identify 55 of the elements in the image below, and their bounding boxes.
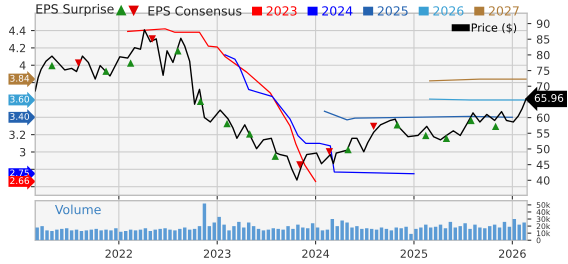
legend-label: 2027 [488,6,519,16]
y2-tick-label: 60 [536,114,550,122]
point [272,152,279,160]
y2-tick-label: 90 [536,20,550,28]
x-tick-label: 2022 [106,249,132,258]
point [344,146,352,154]
x-tick-label: 2025 [400,249,428,258]
y-tick-label: 4.4 [9,26,26,35]
point [126,59,134,67]
point [492,122,500,130]
y2-tick-label: 55 [536,129,550,138]
point [102,68,110,75]
y-tick-label: 4 [20,61,26,70]
line-series [127,28,316,182]
annotation: Volume [54,204,101,214]
text: 3.40 [10,113,30,120]
legend-label: 2024 [322,6,352,16]
point [370,122,378,130]
text: 3.60 [10,96,30,103]
point [296,161,304,169]
point [223,120,231,128]
x-tick-label: 2026 [499,249,526,258]
point [74,59,82,67]
y-tick-label: 3 [20,148,26,156]
point [48,62,56,70]
x-tick-label: 2024 [302,249,330,258]
point [422,132,430,140]
legend-label: 2023 [266,6,297,16]
y-tick-label: 3.2 [9,130,26,140]
legend-label: 2026 [433,6,464,16]
y2-tick-label: 80 [536,50,550,60]
point [467,116,475,124]
y2-tick-label: 75 [537,66,550,75]
point [174,47,182,54]
y2-tick-label: 50 [536,144,550,154]
legend-label: 2025 [378,6,408,16]
legend-title: EPS Consensus [148,6,242,16]
line-series [224,54,415,174]
text: 2.66 [10,177,30,184]
point [326,148,334,156]
data-label: 65.96 [534,94,564,102]
y2-tick-label: 70 [537,82,550,91]
annotation: EPS Surprise [36,4,114,16]
y2-tick-label: 45 [536,160,550,170]
point [442,134,450,142]
legend-label: Price ($) [472,23,516,34]
point [394,121,401,128]
x-tick-label: 2023 [204,249,230,258]
y2-tick-label: 85 [536,35,550,44]
point [148,35,156,43]
y-tick-label: 4.2 [9,44,26,52]
text: 3.84 [10,74,30,82]
point [246,130,254,138]
point [196,98,204,105]
y2-tick-label: 40 [536,176,550,185]
